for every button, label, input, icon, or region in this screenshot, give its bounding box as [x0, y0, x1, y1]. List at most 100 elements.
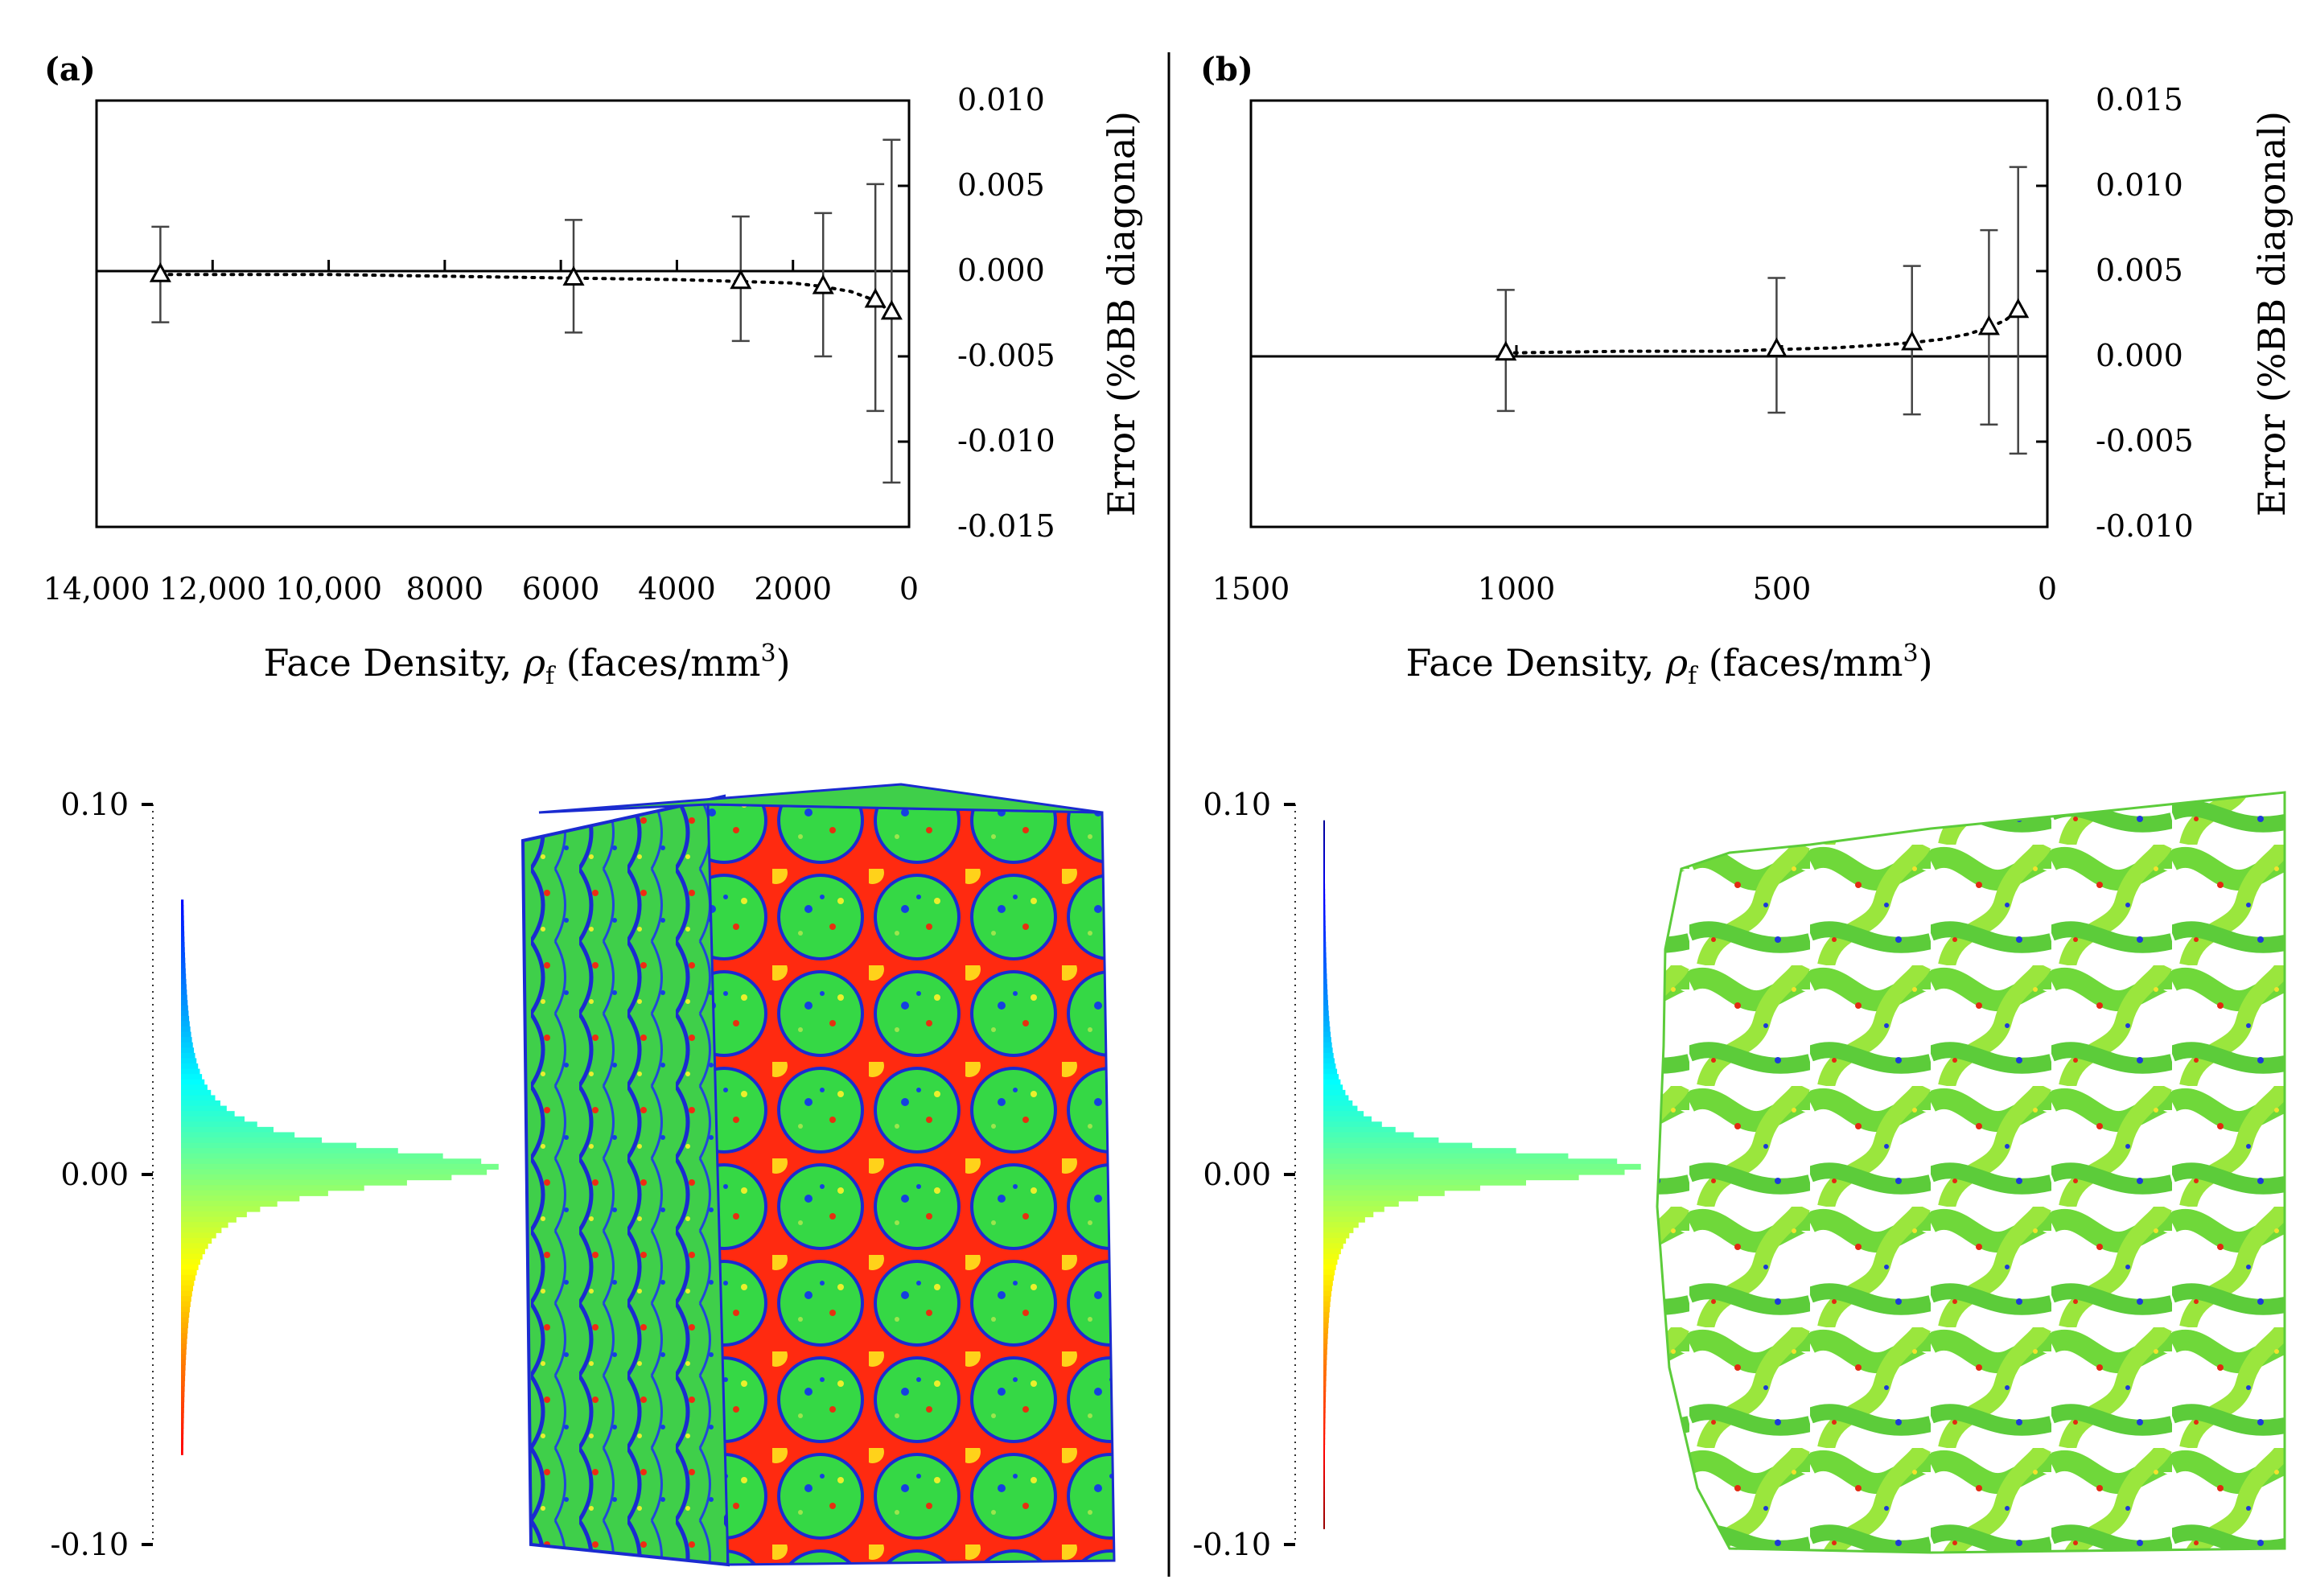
histogram-d-bar: [1323, 994, 1328, 1001]
histogram-d-bar: [1323, 1364, 1327, 1371]
histogram-d-bar: [1323, 1333, 1328, 1339]
histogram-c-bar: [181, 1142, 356, 1149]
histogram-d-bar: [1323, 1121, 1382, 1128]
chart-b-ylabel: Error (%BB diagonal): [2250, 111, 2294, 516]
chart-b-xtick-label: 1500: [1212, 571, 1290, 607]
histogram-c-bar: [181, 1206, 261, 1212]
histogram-c-bar: [181, 1116, 245, 1122]
histogram-d-bar: [1323, 1074, 1339, 1080]
histogram-d-bar: [1323, 1211, 1374, 1218]
histogram-c-bar: [181, 1274, 195, 1281]
histogram-c: 0.10 0.00 -0.10: [51, 787, 499, 1562]
histogram-c-bar: [181, 1211, 247, 1218]
histogram-d-bar: [1323, 1243, 1343, 1249]
histogram-c-bar: [181, 1311, 190, 1318]
histogram-d-bar: [1323, 1354, 1327, 1360]
chart-a-trend-line: [158, 273, 894, 314]
histogram-c-bar: [181, 963, 186, 969]
histogram-d-bar: [1323, 878, 1325, 885]
histogram-d-bar: [1323, 1058, 1335, 1064]
chart-a-xtick-label: 4000: [638, 571, 716, 607]
histogram-c-bar: [181, 1158, 482, 1165]
histogram-c-bar: [181, 1296, 191, 1302]
histogram-c-bar: [181, 1333, 187, 1339]
histogram-d-bar: [1323, 1471, 1325, 1477]
histogram-c-bar: [181, 1200, 278, 1207]
histogram-c-bar: [181, 920, 184, 927]
histogram-d-bar: [1323, 1052, 1334, 1059]
histogram-d-tick-label: 0.10: [1203, 787, 1271, 822]
histogram-c-bar: [181, 936, 185, 943]
chart-a-xtick-label: 8000: [405, 571, 483, 607]
histogram-c-bar: [181, 1417, 184, 1424]
histogram-d-bar: [1323, 915, 1326, 922]
histogram-c-bar: [181, 904, 184, 911]
histogram-d-bar: [1323, 883, 1326, 890]
histogram-d-bar: [1323, 1438, 1326, 1445]
histogram-c-bar: [181, 1105, 227, 1112]
histogram-d-bar: [1323, 1248, 1341, 1255]
histogram-d-bar: [1323, 1179, 1527, 1186]
histogram-c-bar: [181, 1449, 183, 1455]
histogram-d-bar: [1323, 1169, 1625, 1175]
histogram-d-bar: [1323, 984, 1327, 990]
histogram-d-bar: [1323, 1523, 1325, 1529]
chart-a-xtick-label: 0: [899, 571, 919, 607]
chart-a-xtick-label: 10,000: [275, 571, 382, 607]
histogram-d-bar: [1323, 1222, 1359, 1228]
panel-b-label: (b): [1200, 51, 1253, 88]
chart-a-ytick-label: -0.010: [957, 423, 1055, 459]
histogram-c-bar: [181, 1068, 200, 1075]
histogram-c-bar: [181, 1179, 407, 1186]
histogram-d-bar: [1323, 1047, 1333, 1054]
chart-b-data-point: [1901, 330, 1923, 351]
histogram-c-bar: [181, 1095, 216, 1101]
bone-render-mesh: [1656, 791, 2286, 1554]
histogram-c-bar: [181, 941, 185, 948]
histogram-c-bar: [181, 1412, 184, 1418]
histogram-c-bar: [181, 1370, 186, 1376]
chart-b-ytick-label: 0.010: [2096, 167, 2183, 203]
histogram-c-bar: [181, 1301, 191, 1307]
histogram-d-bar: [1323, 1026, 1331, 1033]
histogram-d-bar: [1323, 825, 1325, 832]
histogram-d-bar: [1323, 973, 1327, 980]
histogram-d-bar: [1323, 1274, 1334, 1281]
histogram-c-bar: [181, 1052, 195, 1059]
histogram-d-bar: [1323, 1391, 1327, 1397]
histogram-c-bar: [181, 1121, 257, 1128]
histogram-c-bar: [181, 1438, 184, 1445]
histogram-c-bar: [181, 1132, 295, 1138]
histogram-d-bar: [1323, 910, 1326, 916]
histogram-c-bar: [181, 1026, 191, 1033]
histogram-d-bar: [1323, 1512, 1325, 1519]
chart-a-data-point: [149, 262, 171, 282]
histogram-d-bar: [1323, 1301, 1331, 1307]
histogram-d-bar: [1323, 1253, 1339, 1260]
histogram-c-bar: [181, 1322, 188, 1329]
chart-a-xtick-label: 14,000: [43, 571, 150, 607]
chart-b: 0.015 0.010 0.005 0.000 -0.005 -0.010 1500 1000…: [1212, 82, 2294, 690]
histogram-d-bar: [1323, 1216, 1365, 1223]
foam-render-front: [706, 803, 1116, 1566]
histogram-d-bar: [1323, 1259, 1338, 1265]
histogram-c-bar: [181, 1111, 235, 1117]
histogram-d-bar: [1323, 1317, 1329, 1323]
chart-a-data-point: [880, 299, 903, 320]
histogram-c-tick-label: -0.10: [51, 1527, 129, 1562]
histogram-d-bar: [1323, 1142, 1473, 1149]
histogram-d-bar: [1323, 1206, 1384, 1212]
histogram-d-bar: [1323, 1327, 1329, 1334]
histogram-d-bar: [1323, 968, 1327, 974]
foam-render-side: [520, 794, 730, 1567]
histogram-c-bar: [181, 1422, 184, 1429]
histogram-d-bar: [1323, 852, 1325, 858]
histogram-c-bar: [181, 1385, 185, 1392]
histogram-c-bar: [181, 1327, 188, 1334]
chart-b-data-point: [2007, 298, 2030, 319]
chart-a-ytick-label: 0.000: [957, 253, 1045, 288]
histogram-c-bar: [181, 978, 187, 985]
histogram-d-bar: [1323, 1444, 1326, 1450]
chart-a-ytick-label: 0.010: [957, 82, 1045, 117]
histogram-c-bar: [181, 915, 184, 922]
